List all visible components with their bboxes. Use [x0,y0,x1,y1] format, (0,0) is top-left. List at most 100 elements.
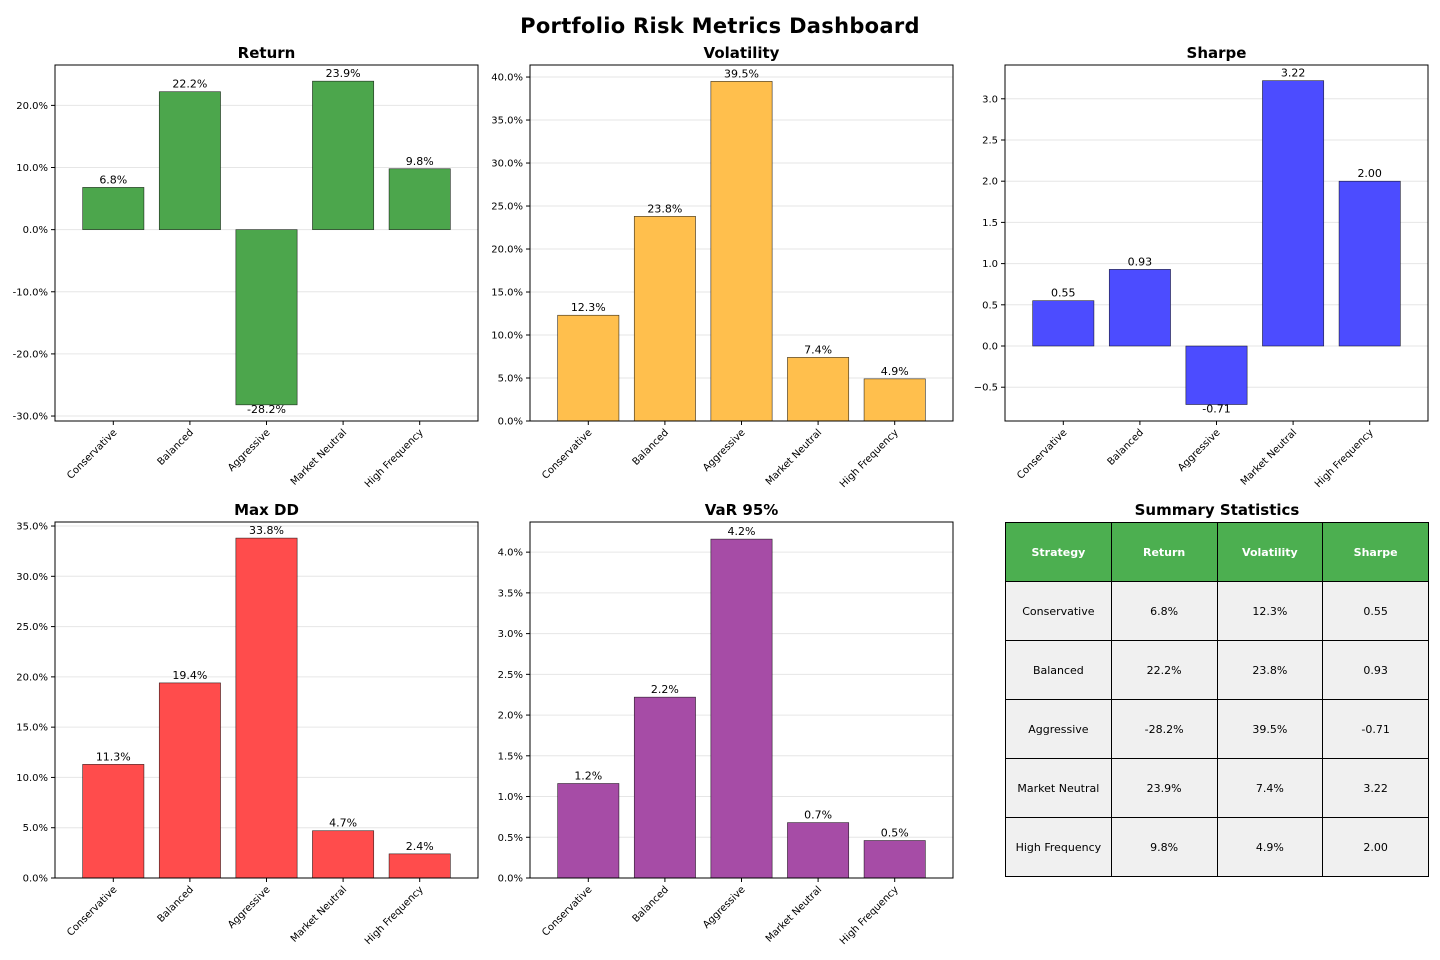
y-tick-label: 1.5 [982,218,998,229]
y-tick-label: 25.0% [16,622,48,633]
y-tick-label: 1.0 [982,259,998,270]
y-tick-label: 5.0% [498,374,523,385]
bar [710,538,773,879]
bar [235,229,298,406]
y-tick-label: 30.0% [491,159,523,170]
table-cell: Conservative [1005,581,1112,641]
bar-value-label: 0.55 [1051,287,1076,300]
bar-value-label: 2.00 [1357,167,1382,180]
x-tick-label: Aggressive [226,427,273,474]
table-cell: 12.3% [1216,581,1324,641]
y-tick-label: 10.0% [16,163,48,174]
x-tick-label: Balanced [631,884,671,924]
x-tick-label: Market Neutral [764,884,824,944]
plot-frame [54,521,479,879]
y-tick-label: 2.0% [498,711,523,722]
bar-value-label: 33.8% [249,524,284,537]
y-tick-label: 2.5 [982,135,998,146]
bar [787,357,850,422]
bar-value-label: 9.8% [406,155,434,168]
x-tick-label: Market Neutral [1239,427,1299,487]
y-tick-label: 35.0% [491,116,523,127]
chart-title: Return [238,44,296,62]
y-tick-label: 20.0% [16,672,48,683]
x-tick-label: Aggressive [701,884,748,931]
bar [787,822,850,879]
bar [557,783,620,879]
table-cell: Balanced [1005,640,1112,700]
y-tick-label: 30.0% [16,572,48,583]
table-cell: 23.8% [1216,640,1324,700]
bar [312,80,375,230]
y-tick-label: 40.0% [491,73,523,84]
bar-value-label: 23.9% [326,67,361,80]
bar-value-label: 22.2% [172,78,207,91]
bar-value-label: 2.2% [651,683,679,696]
table-cell: 2.00 [1322,817,1429,877]
y-tick-label: 0.0% [498,417,523,428]
table-cell: 0.93 [1322,640,1429,700]
y-tick-label: 0.0 [982,342,998,353]
x-tick-label: Conservative [540,884,594,938]
bar-value-label: 39.5% [724,67,759,80]
y-tick-label: 0.0% [498,874,523,885]
y-tick-label: 5.0% [23,823,48,834]
table-cell: High Frequency [1005,817,1112,877]
y-tick-label: 35.0% [16,522,48,533]
summary-title: Summary Statistics [1134,501,1300,519]
chart-title: Volatility [704,44,780,62]
bar-value-label: 4.2% [728,525,756,538]
y-tick-label: -20.0% [13,349,48,360]
summary-header-cell: Strategy [1005,522,1112,582]
bar [633,696,696,879]
table-row: Balanced 22.2% 23.8% 0.93 [1005,640,1429,700]
table-cell: 9.8% [1110,817,1218,877]
x-tick-label: Aggressive [1176,427,1223,474]
bar-value-label: 4.9% [881,365,909,378]
bar [388,853,451,879]
dashboard-title: Portfolio Risk Metrics Dashboard [520,14,920,38]
summary-table: Strategy Return Volatility Sharpe Conser… [1005,522,1429,877]
chart-title: VaR 95% [705,501,779,519]
chart-title: Max DD [234,501,299,519]
bar [312,830,375,879]
y-tick-label: 4.0% [498,548,523,559]
x-tick-label: Conservative [540,427,594,481]
plot-frame [529,521,954,879]
table-cell: 7.4% [1216,758,1324,818]
table-cell: 6.8% [1110,581,1218,641]
table-cell: 22.2% [1110,640,1218,700]
x-tick-label: High Frequency [1313,427,1376,490]
summary-header-cell: Return [1110,522,1218,582]
bar [863,840,926,879]
bar-value-label: 7.4% [804,343,832,356]
y-tick-label: 1.0% [498,792,523,803]
y-tick-label: 0.0% [23,874,48,885]
y-tick-label: 15.0% [491,288,523,299]
table-row: Conservative 6.8% 12.3% 0.55 [1005,581,1429,641]
y-tick-label: 20.0% [491,245,523,256]
summary-header-cell: Sharpe [1322,522,1429,582]
bar [388,168,451,230]
bar-value-label: -28.2% [247,403,286,416]
bar-value-label: 0.93 [1128,255,1153,268]
y-tick-label: 3.0% [498,629,523,640]
table-row: Market Neutral 23.9% 7.4% 3.22 [1005,758,1429,818]
bar [158,682,221,879]
x-tick-label: Conservative [1015,427,1069,481]
x-tick-label: High Frequency [838,427,901,490]
table-row: High Frequency 9.8% 4.9% 2.00 [1005,817,1429,877]
y-tick-label: 0.0% [23,225,48,236]
bar [82,187,145,230]
x-tick-label: Market Neutral [289,427,349,487]
bar [1185,345,1248,405]
y-tick-label: 20.0% [16,101,48,112]
x-tick-label: High Frequency [363,427,426,490]
bar-value-label: 0.5% [881,827,909,840]
x-tick-label: Balanced [156,427,196,467]
x-tick-label: Balanced [156,884,196,924]
bar-value-label: 3.22 [1281,67,1306,80]
bar [1032,300,1095,347]
summary-header-cell: Volatility [1216,522,1324,582]
table-cell: -28.2% [1110,699,1218,759]
